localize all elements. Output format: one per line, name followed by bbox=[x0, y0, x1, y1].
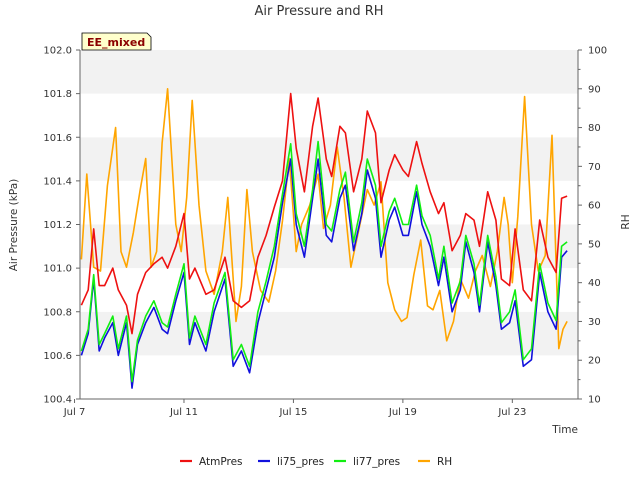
y-tick-label: 100.8 bbox=[43, 307, 72, 318]
y-tick-label: 101.4 bbox=[43, 176, 72, 187]
y-tick-label: 100.6 bbox=[43, 351, 72, 362]
y2-tick-label: 50 bbox=[588, 239, 601, 250]
left-axis-title: Air Pressure (kPa) bbox=[8, 179, 20, 272]
badge-box bbox=[81, 32, 152, 51]
grid-band bbox=[80, 93, 578, 138]
y2-tick-label: 20 bbox=[588, 356, 601, 367]
right-axis-title: RH bbox=[620, 214, 632, 229]
grid-band bbox=[80, 311, 578, 356]
grid-band bbox=[80, 224, 578, 269]
grid-band bbox=[80, 137, 578, 181]
legend-label: RH bbox=[437, 456, 452, 468]
x-axis-title: Time bbox=[551, 424, 578, 436]
y2-tick-label: 10 bbox=[588, 395, 601, 406]
x-tick-label: Jul 15 bbox=[278, 407, 307, 418]
right-axis-ticks: 10 20 30 40 50 60 70 80 90 100 bbox=[578, 46, 607, 406]
x-tick-label: Jul 7 bbox=[63, 407, 86, 418]
x-tick-label: Jul 19 bbox=[388, 407, 417, 418]
grid-band bbox=[80, 50, 578, 94]
y-tick-label: 101.8 bbox=[43, 89, 72, 100]
y2-tick-label: 30 bbox=[588, 317, 601, 328]
legend-label: AtmPres bbox=[199, 456, 243, 468]
series-line-rh bbox=[80, 88, 568, 350]
left-axis-ticks: 100.4 100.6 100.8 101.0 101.2 101.4 101.6 101.8… bbox=[43, 46, 80, 406]
legend-label: li75_pres bbox=[277, 456, 324, 468]
series-line-li77-pres bbox=[80, 140, 568, 383]
legend-label: li77_pres bbox=[353, 456, 400, 468]
legend: AtmPres li75_pres li77_pres RH bbox=[180, 456, 452, 468]
x-tick-label: Jul 11 bbox=[169, 407, 198, 418]
y-tick-label: 102.0 bbox=[43, 46, 72, 57]
x-axis-ticks: Jul 7 Jul 11 Jul 15 Jul 19 Jul 23 bbox=[63, 399, 526, 418]
badge: EE_mixed bbox=[81, 32, 152, 51]
y-tick-label: 101.6 bbox=[43, 133, 72, 144]
y2-tick-label: 90 bbox=[588, 84, 601, 95]
y-tick-label: 101.2 bbox=[43, 220, 72, 231]
y2-tick-label: 100 bbox=[588, 46, 607, 57]
plot-lines bbox=[80, 88, 568, 389]
y2-tick-label: 40 bbox=[588, 278, 601, 289]
y-tick-label: 100.4 bbox=[43, 395, 72, 406]
x-tick-label: Jul 23 bbox=[497, 407, 526, 418]
y-tick-label: 101.0 bbox=[43, 264, 72, 275]
badge-label: EE_mixed bbox=[87, 36, 145, 49]
series-line-atmpres bbox=[80, 92, 568, 335]
y2-tick-label: 60 bbox=[588, 201, 601, 212]
y2-tick-label: 70 bbox=[588, 162, 601, 173]
grid-bands bbox=[80, 50, 578, 399]
grid-band bbox=[80, 355, 578, 399]
y2-tick-label: 80 bbox=[588, 123, 601, 134]
chart-title: Air Pressure and RH bbox=[254, 4, 383, 19]
